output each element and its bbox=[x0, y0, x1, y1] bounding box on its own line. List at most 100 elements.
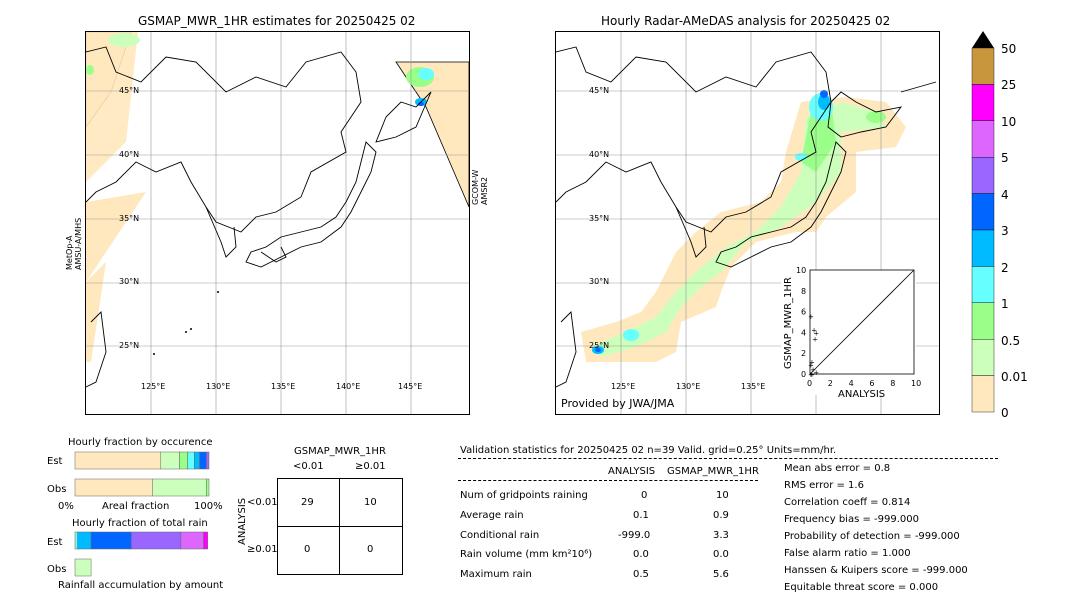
scatter-point: + bbox=[813, 329, 819, 337]
occ-est-bar bbox=[74, 451, 210, 470]
vrow-analysis: -999.0 bbox=[618, 530, 651, 541]
occ-obs-bar bbox=[74, 478, 210, 497]
occ-obs-segment bbox=[74, 478, 153, 497]
occ-axis-left: 0% bbox=[58, 501, 74, 512]
cbar-label-2: 2 bbox=[1001, 261, 1009, 275]
scatter-xtick: 2 bbox=[828, 379, 833, 388]
left-lon-140: 140°E bbox=[336, 382, 361, 391]
right-lon-130: 130°E bbox=[676, 382, 701, 391]
colorbar-segment bbox=[971, 229, 995, 267]
occ-est-segment bbox=[160, 451, 180, 470]
occ-est-segment bbox=[199, 451, 207, 470]
left-lon-125: 125°E bbox=[141, 382, 166, 391]
scatter-point: + bbox=[808, 362, 814, 370]
vrow-analysis: 0.5 bbox=[633, 569, 649, 580]
contingency-row-ge: ≥0.01 bbox=[247, 544, 278, 555]
scatter-ytick: 0 bbox=[801, 370, 806, 379]
scatter-ytick: 10 bbox=[796, 266, 806, 275]
cbar-label-10: 10 bbox=[1001, 115, 1017, 129]
colorbar-over-arrow bbox=[972, 31, 994, 48]
cbar-label-0-5: 0.5 bbox=[1001, 334, 1021, 348]
rain-est-segment bbox=[203, 531, 208, 550]
scatter-xticks: 0 2 4 6 8 10 bbox=[807, 379, 921, 388]
colorbar-segment bbox=[971, 266, 995, 303]
validation-header: Validation statistics for 20250425 02 n=… bbox=[460, 445, 837, 456]
vrow-gsmap: 10 bbox=[716, 490, 729, 501]
contingency-col-lt: <0.01 bbox=[293, 461, 324, 472]
right-lat-30: 30°N bbox=[589, 277, 610, 286]
vrow-label: Rain volume (mm km²10⁶) bbox=[460, 549, 593, 560]
scatter-point: + bbox=[809, 359, 815, 367]
vrow-gsmap: 0.0 bbox=[713, 549, 729, 560]
scatter-xtick: 10 bbox=[911, 379, 921, 388]
stat-hk: Hanssen & Kuipers score = -999.000 bbox=[784, 565, 968, 576]
right-lon-125: 125°E bbox=[611, 382, 636, 391]
scatter-ytick: 4 bbox=[801, 328, 806, 337]
colorbar-segment bbox=[971, 156, 995, 194]
scatter-ytick: 6 bbox=[801, 308, 806, 317]
contingency-cell-b: 10 bbox=[364, 497, 377, 508]
rain-footer: Rainfall accumulation by amount bbox=[58, 580, 224, 591]
vrow-gsmap: 3.3 bbox=[713, 530, 729, 541]
rain-est-segment bbox=[131, 531, 182, 550]
validation-col-analysis: ANALYSIS bbox=[608, 466, 656, 477]
vrow-label: Average rain bbox=[460, 510, 524, 521]
stat-mae: Mean abs error = 0.8 bbox=[784, 463, 891, 474]
cbar-label-25: 25 bbox=[1001, 78, 1017, 92]
vrow-analysis: 0.1 bbox=[633, 510, 649, 521]
left-lat-40: 40°N bbox=[119, 150, 140, 159]
scatter-point: + bbox=[808, 371, 814, 379]
colorbar-segment bbox=[971, 375, 995, 413]
cbar-label-0-01: 0.01 bbox=[1001, 370, 1028, 384]
scatter-ylabel: GSMAP_MWR_1HR bbox=[783, 277, 794, 369]
contingency-grid bbox=[277, 478, 403, 575]
vrow-gsmap: 0.9 bbox=[713, 510, 729, 521]
cbar-label-0: 0 bbox=[1001, 406, 1009, 420]
validation-divider-cols bbox=[458, 480, 758, 481]
vrow-gsmap: 5.6 bbox=[713, 569, 729, 580]
scatter-ytick: 2 bbox=[801, 349, 806, 358]
cbar-label-3: 3 bbox=[1001, 224, 1009, 238]
colorbar-segment bbox=[971, 339, 995, 376]
occ-obs-segment bbox=[152, 478, 207, 497]
cbar-label-50: 50 bbox=[1001, 42, 1017, 56]
occ-est-segment bbox=[179, 451, 188, 470]
vrow-label: Num of gridpoints raining bbox=[460, 490, 588, 501]
right-lon-135: 135°E bbox=[741, 382, 766, 391]
left-sat-label-2: AMSU-A/MHS bbox=[74, 217, 83, 270]
stat-pod: Probability of detection = -999.000 bbox=[784, 531, 960, 542]
right-map bbox=[555, 31, 940, 415]
rain-obs-bar bbox=[74, 558, 92, 577]
colorbar bbox=[971, 31, 995, 413]
scatter-points: ++++++++++ bbox=[808, 313, 819, 379]
right-sat-label-1: GCOM-W bbox=[471, 169, 480, 205]
contingency-cell-a: 29 bbox=[301, 497, 314, 508]
occ-est-label: Est bbox=[47, 456, 63, 467]
left-sat-label-1: MetOp-A bbox=[65, 235, 74, 270]
vrow-analysis: 0 bbox=[641, 490, 648, 501]
contingency-col-ge: ≥0.01 bbox=[355, 461, 386, 472]
occ-title: Hourly fraction by occurence bbox=[68, 437, 213, 448]
right-sat-label-2: AMSR2 bbox=[480, 176, 489, 205]
validation-col-gsmap: GSMAP_MWR_1HR bbox=[667, 466, 759, 477]
scatter-point: + bbox=[811, 326, 817, 334]
left-map-title: GSMAP_MWR_1HR estimates for 20250425 02 bbox=[138, 14, 416, 28]
colorbar-segment bbox=[971, 84, 995, 122]
contingency-cell-d: 0 bbox=[367, 544, 374, 555]
scatter-point: + bbox=[810, 366, 816, 374]
cbar-label-5: 5 bbox=[1001, 151, 1009, 165]
right-map-title: Hourly Radar-AMeDAS analysis for 2025042… bbox=[601, 14, 891, 28]
right-lat-45: 45°N bbox=[589, 86, 610, 95]
contingency-cell-c: 0 bbox=[304, 544, 311, 555]
vrow-label: Maximum rain bbox=[460, 569, 532, 580]
stat-corr: Correlation coeff = 0.814 bbox=[784, 497, 911, 508]
left-lat-45: 45°N bbox=[119, 86, 140, 95]
rain-est-bar bbox=[74, 531, 208, 550]
occ-obs-segment bbox=[206, 478, 210, 497]
scatter-point: + bbox=[812, 336, 818, 344]
right-lat-40: 40°N bbox=[589, 150, 610, 159]
validation-divider-top bbox=[458, 458, 998, 459]
occ-est-segment bbox=[187, 451, 195, 470]
stat-far: False alarm ratio = 1.000 bbox=[784, 548, 911, 559]
occ-axis-right: 100% bbox=[194, 501, 223, 512]
